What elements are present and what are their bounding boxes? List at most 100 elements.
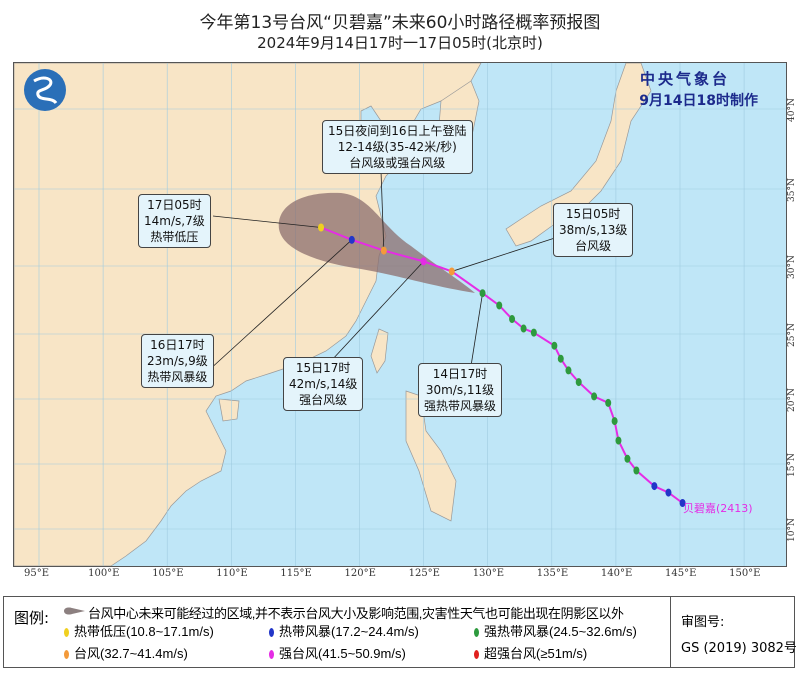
legend-item-superty: 超强台风(≥51m/s) (474, 643, 587, 662)
track-point-sts (605, 398, 612, 407)
grade-dot-icon (64, 628, 69, 637)
lat-label: 25°N (787, 323, 797, 347)
lat-label: 35°N (787, 178, 797, 202)
track-point-sts (633, 466, 640, 475)
track-point-sts (557, 354, 564, 363)
lat-label: 40°N (787, 98, 797, 122)
callout-17-05: 17日05时 14m/s,7级 热带低压 (138, 194, 211, 248)
callout-14-17: 14日17时 30m/s,11级 强热带风暴级 (418, 363, 503, 417)
probability-cone (278, 192, 475, 293)
callout-15-17: 15日17时 42m/s,14级 强台风级 (283, 357, 364, 411)
legend-item-ty: 台风(32.7~41.4m/s) (64, 643, 188, 662)
grade-dot-icon (474, 650, 479, 659)
lon-label: 120°E (344, 568, 376, 579)
track-point-sts (624, 454, 631, 463)
leader-line (470, 293, 483, 367)
legend-label: 热带风暴(17.2~24.4m/s) (279, 624, 419, 639)
lon-label: 135°E (536, 568, 569, 579)
track-point-sts (611, 417, 618, 426)
callout-time: 15日夜间到16日上午登陆 (328, 124, 467, 138)
lon-label: 115°E (280, 568, 312, 579)
callout-grade: 台风级 (575, 239, 612, 253)
track-point-sts (496, 301, 503, 310)
track-point-sts (520, 324, 527, 333)
callout-time: 15日05时 (565, 207, 621, 221)
legend-item-td: 热带低压(10.8~17.1m/s) (64, 621, 214, 640)
grade-dot-icon (269, 628, 274, 637)
track-point-sts (551, 341, 558, 350)
callout-16-17: 16日17时 23m/s,9级 热带风暴级 (141, 334, 214, 388)
track-point-sts (575, 378, 582, 387)
taiwan (370, 328, 389, 374)
legend-label: 强台风(41.5~50.9m/s) (279, 646, 406, 661)
leader-line (380, 170, 385, 251)
map-subtitle: 2024年9月14日17时一17日05时(北京时) (257, 34, 543, 52)
track-point-ts (665, 488, 672, 497)
callout-grade: 强台风级 (299, 393, 348, 407)
track-point-sts (530, 328, 537, 337)
callout-wind: 14m/s,7级 (144, 214, 205, 228)
cma-logo-icon (24, 69, 66, 111)
lon-label: 110°E (216, 568, 248, 579)
track-point-td (318, 223, 325, 232)
legend-item-ts: 热带风暴(17.2~24.4m/s) (269, 621, 419, 640)
track-point-ty (380, 246, 387, 255)
lat-label: 10°N (787, 518, 797, 542)
approval-label: 审图号: (681, 615, 725, 630)
issue-time: 9月14日18时制作 (639, 93, 758, 109)
leader-line (451, 235, 562, 272)
lon-label: 130°E (472, 568, 505, 579)
track-point-sts (565, 366, 572, 375)
callout-wind: 23m/s,9级 (147, 354, 208, 368)
callout-wind: 12-14级(35-42米/秒) (337, 140, 457, 154)
map-title: 今年第13号台风“贝碧嘉”未来60小时路径概率预报图 (199, 13, 601, 33)
callout-leaders (207, 170, 562, 372)
callout-time: 16日17时 (150, 338, 205, 352)
callout-time: 17日05时 (147, 198, 202, 212)
grade-dot-icon (474, 628, 479, 637)
agency-name: 中央气象台 (639, 70, 730, 88)
lon-label: 105°E (152, 568, 184, 579)
approval-number: GS (2019) 3082号 (681, 641, 797, 656)
legend-item-sts: 强热带风暴(24.5~32.6m/s) (474, 621, 637, 640)
legend: 图例: 台风中心未来可能经过的区域,并不表示台风大小及影响范围,灾害性天气也可能… (3, 596, 797, 668)
callout-grade: 台风级或强台风级 (349, 156, 446, 170)
track-point-ts (679, 499, 686, 507)
callout-time: 14日17时 (432, 367, 488, 381)
lon-label: 150°E (729, 568, 761, 579)
leader-line (212, 215, 322, 228)
callout-wind: 42m/s,14级 (289, 377, 358, 391)
legend-label: 超强台风(≥51m/s) (484, 646, 588, 661)
track-point-ts (651, 482, 658, 491)
leader-line (207, 239, 353, 372)
track-point-sts (615, 436, 622, 445)
lon-label: 145°E (665, 568, 697, 579)
callout-wind: 30m/s,11级 (425, 383, 495, 397)
storm-name-label: 贝碧嘉(2413) (683, 502, 753, 515)
callout-grade: 热带风暴级 (147, 370, 208, 384)
lon-label: 100°E (88, 568, 120, 579)
hainan (218, 398, 240, 422)
lat-label: 20°N (787, 388, 797, 412)
legend-title: 图例: (14, 609, 50, 627)
callout-landfall: 15日夜间到16日上午登陆 12-14级(35-42米/秒) 台风级或强台风级 (322, 120, 473, 174)
cone-note: 台风中心未来可能经过的区域,并不表示台风大小及影响范围,灾害性天气也可能出现在阴… (88, 606, 624, 621)
legend-label: 强热带风暴(24.5~32.6m/s) (484, 624, 637, 639)
callout-time: 15日17时 (295, 361, 351, 375)
track-point-sts (479, 289, 486, 298)
track-point-sty (420, 257, 427, 266)
track-point-sts (591, 392, 598, 401)
callout-wind: 38m/s,13级 (559, 223, 628, 237)
legend-label: 热带低压(10.8~17.1m/s) (74, 624, 214, 639)
grade-dot-icon (64, 650, 69, 659)
lon-label: 140°E (600, 568, 633, 579)
legend-label: 台风(32.7~41.4m/s) (74, 646, 188, 661)
callout-grade: 热带低压 (150, 230, 199, 244)
lon-label: 95°E (24, 568, 50, 579)
track-point-sts (509, 315, 516, 324)
cone-swatch-icon (64, 607, 85, 615)
track-point-ty (448, 267, 455, 276)
track-points (318, 223, 686, 507)
lon-label: 125°E (408, 568, 440, 579)
